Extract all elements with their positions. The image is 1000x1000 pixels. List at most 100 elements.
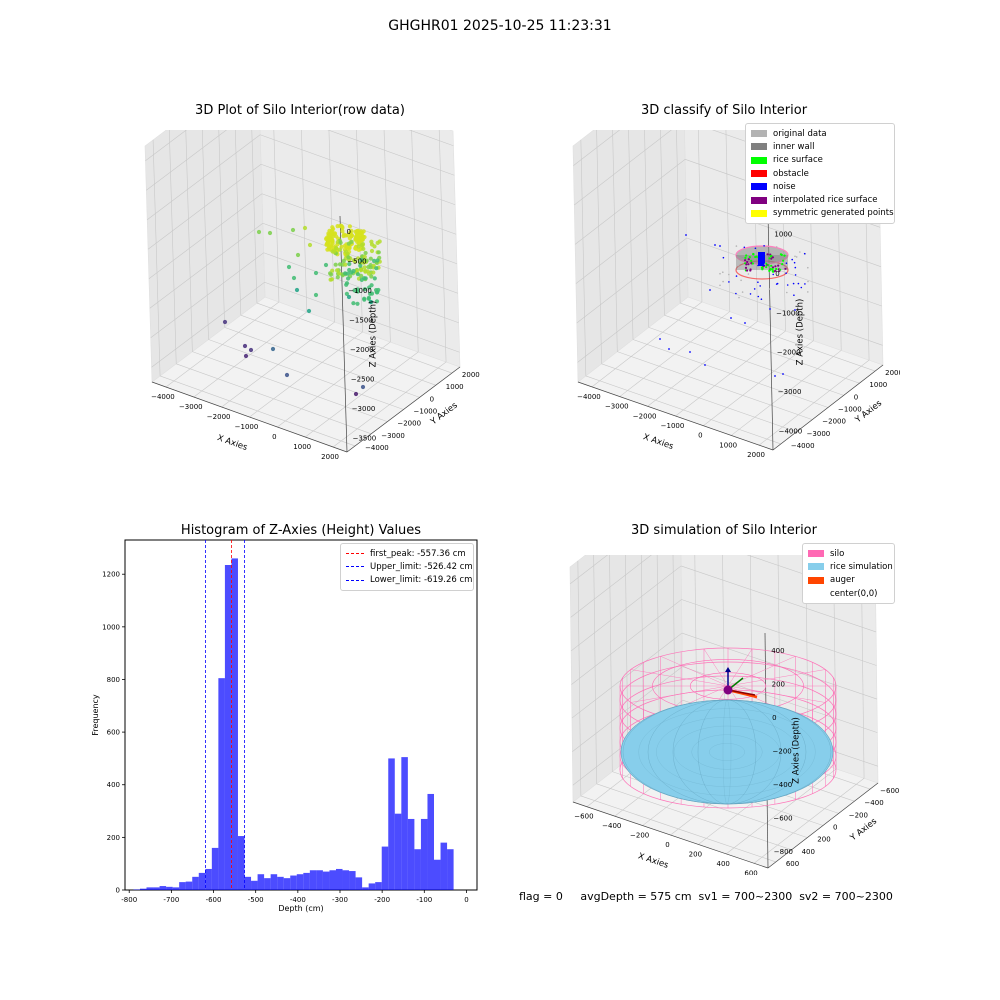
plot3-bar	[420, 818, 428, 890]
plot1-data-point	[362, 296, 367, 301]
plot3-x-tick-label: -700	[163, 896, 179, 904]
plot2-scatter-point	[794, 266, 797, 269]
plot1-data-point	[341, 233, 346, 239]
plot4-y-axis-line	[767, 782, 879, 869]
plot1-z-axis-label: Z Axies (Depth)	[369, 301, 379, 368]
plot2-grid-x-wall	[697, 130, 703, 302]
plot2-noise-point	[794, 309, 796, 311]
plot3-bars	[133, 558, 454, 890]
plot1-data-point	[356, 244, 361, 249]
plot3-y-tick-label: 1000	[102, 623, 120, 631]
plot3-bar	[224, 565, 232, 890]
plot2-z-tick-label: −2000	[777, 349, 801, 357]
plot2-side-pane	[572, 130, 689, 383]
plot1-data-point	[313, 292, 319, 298]
plot4-grid-z	[682, 666, 878, 733]
plot2-class-point	[777, 264, 780, 267]
plot4-z-tick-label: 400	[771, 647, 784, 655]
plot2-noise-point	[689, 351, 691, 353]
plot4-y-tick-label: −400	[864, 799, 883, 807]
plot4-center-marker	[723, 685, 733, 695]
plot2-noise-cluster	[758, 252, 765, 266]
plot1-data-point	[359, 257, 364, 263]
plot4-z-tick-label: −200	[773, 748, 792, 756]
plot2-class-point	[775, 267, 778, 271]
plot3-bar	[427, 793, 434, 890]
plot2-scatter-point	[795, 256, 798, 258]
plot1-data-point	[329, 272, 334, 277]
plot4-grid-z	[681, 632, 878, 700]
plot1-data-point	[369, 291, 375, 296]
plot2-legend-label: interpolated rice surface	[773, 195, 878, 206]
plot2-class-point	[755, 255, 758, 258]
plot2-scatter-point	[728, 273, 730, 276]
plot3-x-tick-label: -800	[121, 896, 137, 904]
plot2-z-tick-label: 1000	[774, 231, 792, 239]
plot2-class-point	[782, 259, 785, 262]
plot2-grid-y	[664, 314, 860, 384]
plot2-x-tick-label: −1000	[661, 422, 685, 430]
plot1-data-point	[347, 236, 352, 241]
plot1-grid-y-wall	[152, 139, 161, 376]
plot1-data-point	[362, 287, 367, 292]
plot3-bar	[153, 887, 160, 890]
plot2-x-tick-label: 2000	[747, 451, 765, 459]
plot2-legend-swatch	[751, 196, 767, 204]
plot2-grid-z	[686, 237, 882, 307]
plot2-grid-y	[601, 363, 797, 433]
plot2-class-point	[771, 256, 775, 259]
plot2-y-tick-label: −1000	[838, 406, 862, 414]
plot2-grid-z	[687, 277, 883, 346]
plot4-rice-mesh-ring	[620, 699, 834, 805]
plot3-legend: first_peak: -557.36 cm Upper_limit: -526.…	[340, 543, 474, 591]
plot2-noise-point	[782, 373, 784, 375]
plot3-histogram: -800 -700 -600 -500 -400 -300 -200 -100 0 0 200 400…	[91, 539, 478, 913]
plot2-x-axis-line	[577, 381, 774, 451]
plot3-x-tick-label: -600	[206, 896, 222, 904]
plot1-grid-z-side	[145, 130, 187, 161]
plot3-vlines	[205, 540, 245, 890]
plot1-data-point	[355, 272, 360, 277]
plot2-y-axis-line	[772, 364, 884, 451]
plot1-data-point	[356, 256, 361, 261]
plot1-data-point	[351, 301, 356, 306]
plot2-scatter-point	[747, 273, 750, 275]
plot1-data-point	[371, 270, 376, 275]
plot1-data-point	[369, 274, 374, 279]
plot1-grid-y	[159, 375, 356, 447]
plot1-y-tick-label: −2000	[397, 420, 421, 428]
plot1-data-point	[337, 262, 343, 267]
plot2-class-point	[746, 269, 749, 272]
plot1-data-point	[362, 265, 367, 270]
plot1-y-tick-label: 0	[430, 395, 434, 403]
plot2-grid-y	[648, 327, 844, 396]
plot2-legend-item: original data	[751, 127, 889, 140]
plot2-scatter-point	[803, 252, 806, 255]
plot2-class-point	[765, 266, 768, 269]
plot2-grid-x-wall	[725, 130, 731, 312]
plot1-x-tick-label: 2000	[321, 453, 339, 461]
plot1-x-tick-label: −2000	[207, 413, 231, 421]
plot2-class-point	[744, 256, 747, 259]
plot1-data-point	[343, 249, 348, 254]
plot1-data-point	[335, 224, 340, 229]
figure-footer: flag = 0 avgDepth = 575 cm sv1 = 700~230…	[519, 890, 893, 903]
plot3-bar	[257, 874, 265, 890]
plot1-data-point	[361, 246, 366, 251]
plot1-data-point	[332, 249, 337, 254]
plot1-x-tick-label: −1000	[235, 423, 259, 431]
plot4-grid-z	[681, 599, 877, 666]
plot2-grid-y	[632, 339, 829, 408]
plot2-class-point	[745, 263, 748, 266]
plot1-data-point	[356, 228, 361, 234]
plot2-scatter-point	[740, 279, 742, 282]
plot3-bar	[231, 558, 238, 890]
plot4-rice-mesh-ring	[673, 725, 781, 779]
plot2-title: 3D classify of Silo Interior	[640, 103, 808, 118]
plot2-y-tick-label: −4000	[791, 442, 815, 450]
plot2-legend-swatch	[751, 156, 767, 164]
plot2-z-tick-label: 0	[775, 270, 779, 278]
plot1-grid-y	[256, 302, 453, 374]
plot3-bar	[277, 876, 284, 890]
plot2-noise-point	[774, 375, 776, 377]
